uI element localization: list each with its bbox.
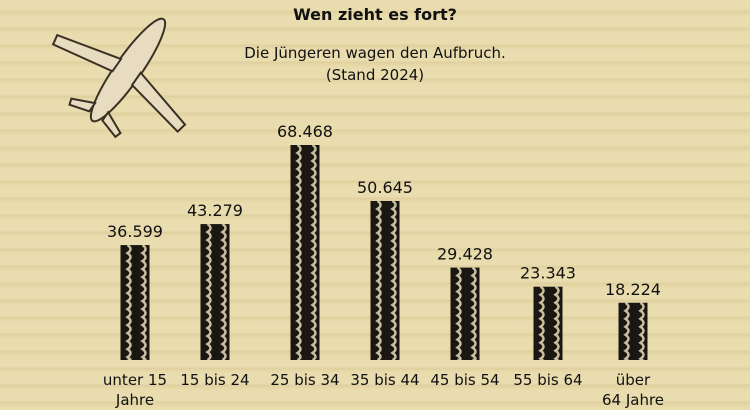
bar-3 [290,143,320,362]
bar-6 [533,285,563,363]
chart-title: Wen zieht es fort? [293,5,457,24]
category-label-4: 35 bis 44 [350,371,419,389]
bar-4 [370,199,400,362]
chart-subtitle: Die Jüngeren wagen den Aufbruch. (Stand … [0,42,750,86]
value-label-7: 18.224 [605,280,661,299]
value-label-6: 23.343 [520,264,576,283]
category-label-3: 25 bis 34 [270,371,339,389]
category-label-7: über [616,371,651,389]
category-label-5: 45 bis 54 [430,371,499,389]
airplane-icon [51,17,187,139]
subtitle-line-1: Die Jüngeren wagen den Aufbruch. [244,44,506,62]
value-label-3: 68.468 [277,122,333,141]
bar-7 [618,301,648,363]
value-label-1: 36.599 [107,222,163,241]
category-label-2: 15 bis 24 [180,371,249,389]
category-label-7: 64 Jahre [602,391,664,409]
value-label-5: 29.428 [437,245,493,264]
bar-5 [450,266,480,362]
category-label-1: Jahre [115,391,154,409]
bar-2 [200,223,230,362]
category-label-6: 55 bis 64 [513,371,582,389]
value-label-2: 43.279 [187,201,243,220]
category-label-1: unter 15 [103,371,167,389]
subtitle-line-2: (Stand 2024) [325,66,425,84]
value-label-4: 50.645 [357,178,413,197]
bar-1 [120,244,150,362]
